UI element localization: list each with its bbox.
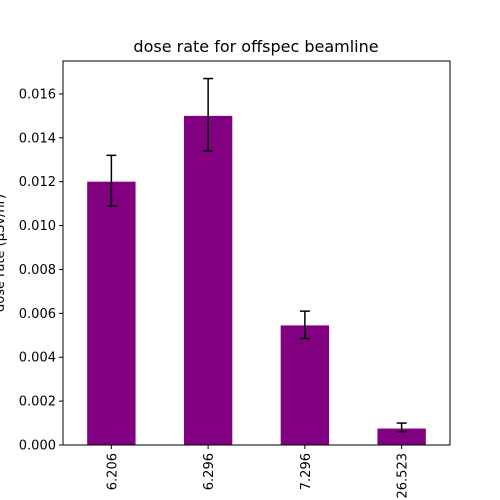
bar-6.206 [87, 181, 136, 445]
error-bar-6.206 [106, 154, 117, 207]
error-bar-6.296 [203, 77, 214, 152]
x-tick-label-6.296: 6.296 [202, 453, 217, 490]
plot-frame [62, 60, 451, 446]
y-tick-label-0.004: 0.004 [19, 351, 56, 366]
y-axis-ticks: 0.000 0.002 0.004 0.006 0.008 0.010 0.012 0.014… [19, 87, 63, 454]
y-tick-label-0.006: 0.006 [19, 307, 56, 322]
y-tick-label-0.000: 0.000 [19, 439, 56, 454]
y-tick-label-0.014: 0.014 [19, 131, 56, 146]
x-axis-ticks: 6.206 6.296 7.296 26.523 [105, 445, 411, 499]
error-bars-layer [106, 77, 407, 433]
y-tick-label-0.012: 0.012 [19, 175, 56, 190]
y-tick-label-0.010: 0.010 [19, 219, 56, 234]
x-tick-label-6.206: 6.206 [105, 453, 120, 490]
error-bar-26.523 [396, 422, 407, 433]
y-axis-label: dose rate (µSv/hr) [0, 194, 8, 312]
bars-layer [87, 115, 426, 445]
y-tick-label-0.008: 0.008 [19, 263, 56, 278]
bar-26.523 [377, 428, 426, 445]
y-tick-label-0.002: 0.002 [19, 395, 56, 410]
x-tick-label-7.296: 7.296 [299, 453, 314, 490]
y-tick-label-0.016: 0.016 [19, 87, 56, 102]
error-bar-7.296 [299, 310, 310, 340]
bar-6.296 [183, 115, 233, 445]
x-tick-label-26.523: 26.523 [396, 453, 411, 499]
bar-7.296 [280, 325, 330, 445]
chart-title: dose rate for offspec beamline [133, 37, 378, 56]
